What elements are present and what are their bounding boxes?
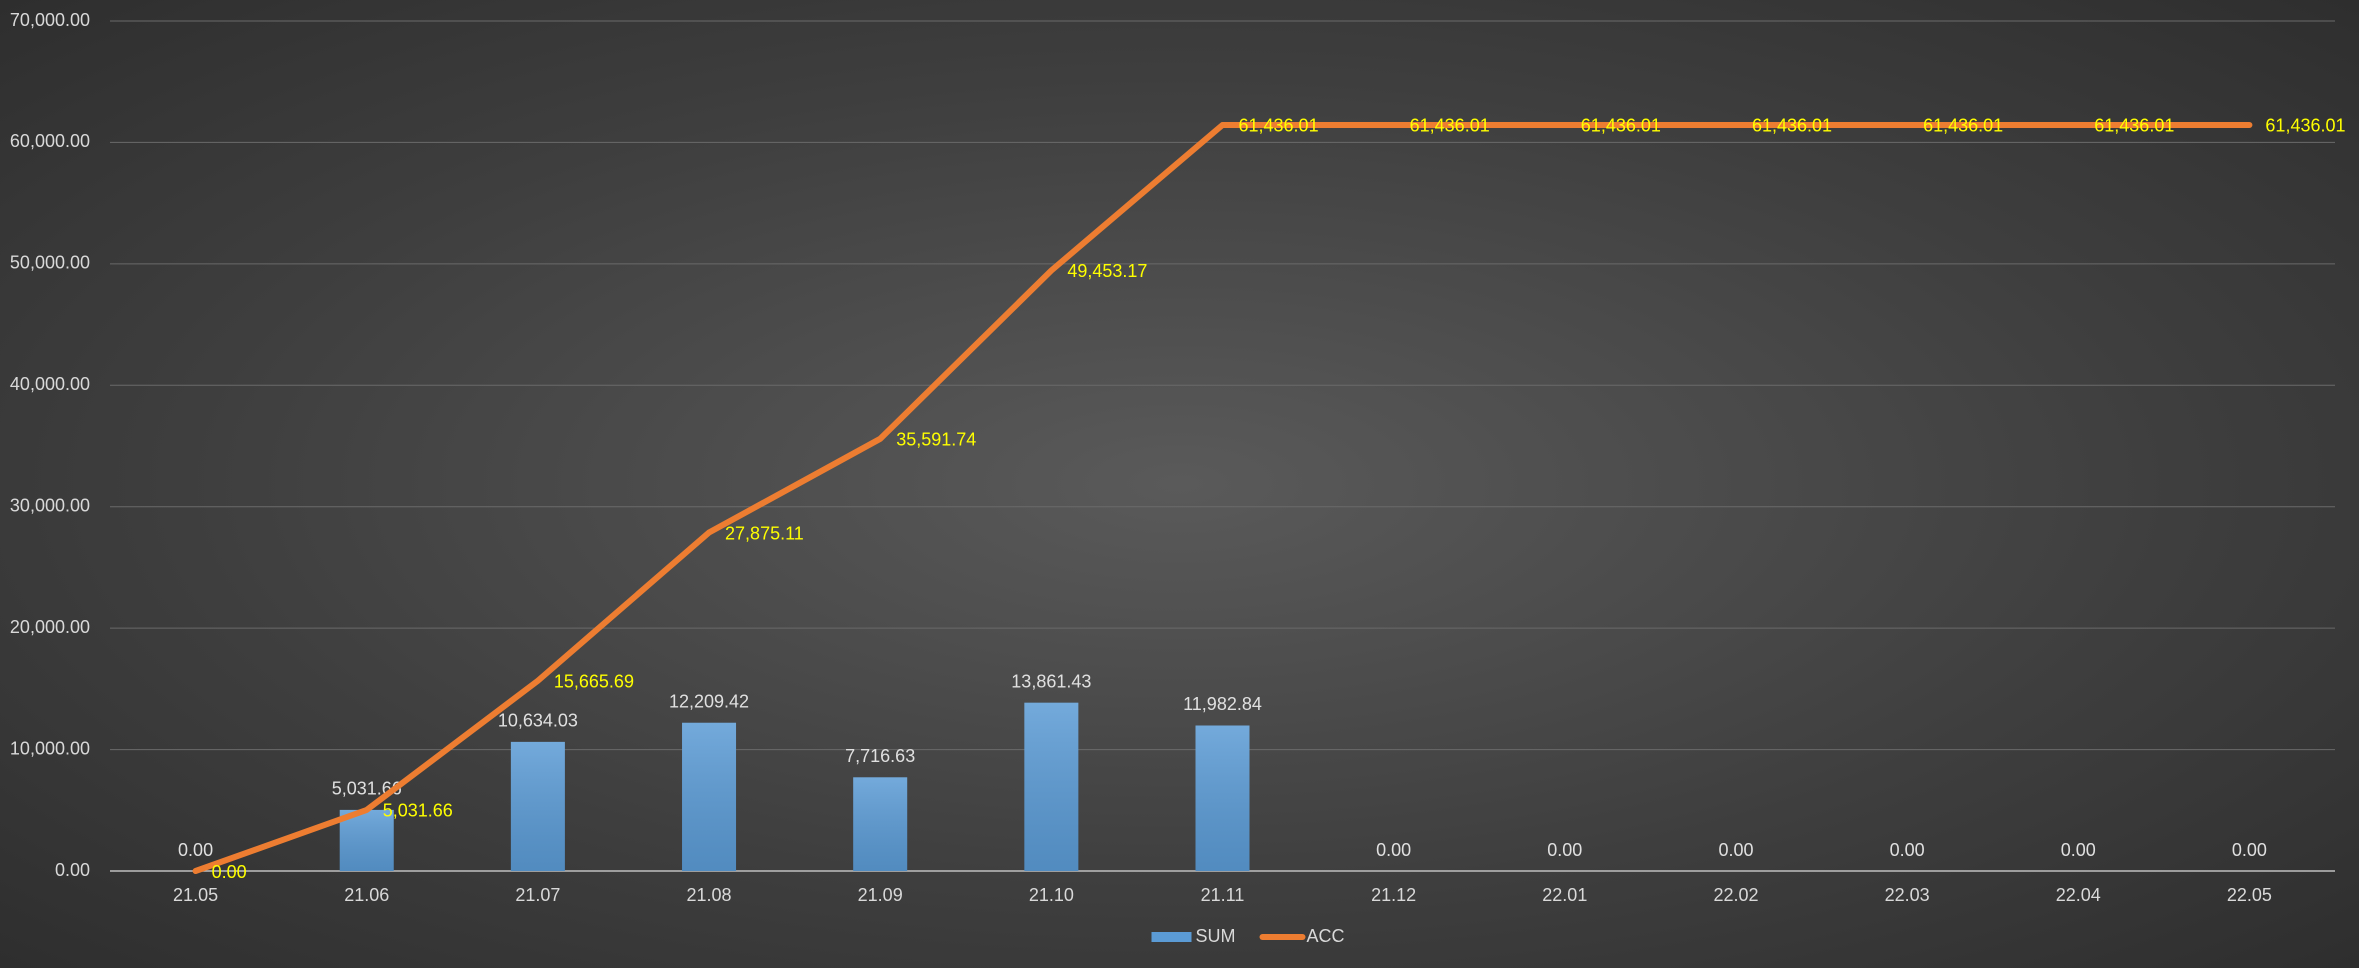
x-tick-label: 21.08: [687, 885, 732, 905]
bar-shade: [510, 741, 565, 871]
x-tick-label: 22.02: [1713, 885, 1758, 905]
bar-shade: [682, 722, 737, 871]
x-tick-label: 22.01: [1542, 885, 1587, 905]
x-tick-label: 21.07: [515, 885, 560, 905]
bar-value-label: 0.00: [2232, 840, 2267, 860]
x-tick-label: 22.03: [1885, 885, 1930, 905]
bar-value-label: 10,634.03: [498, 711, 578, 731]
line-value-label: 61,436.01: [1410, 116, 1490, 136]
line-value-label: 61,436.01: [1581, 116, 1661, 136]
bar-value-label: 0.00: [2061, 840, 2096, 860]
y-tick-label: 70,000.00: [10, 10, 90, 30]
bar-shade: [339, 809, 394, 871]
bar-value-label: 11,982.84: [1183, 694, 1262, 714]
bar-shade: [853, 777, 908, 871]
bar-value-label: 13,861.43: [1011, 671, 1091, 691]
legend-label: SUM: [1196, 926, 1236, 946]
legend-swatch: [1151, 932, 1192, 942]
bar-value-label: 0.00: [1718, 840, 1753, 860]
x-tick-label: 21.12: [1371, 885, 1416, 905]
legend: SUM ACC: [1151, 926, 1345, 946]
line-value-label: 49,453.17: [1067, 261, 1147, 281]
line-value-label: 61,436.01: [1923, 116, 2003, 136]
line-value-label: 27,875.11: [725, 523, 804, 543]
x-tick-label: 22.05: [2227, 885, 2272, 905]
line-value-label: 5,031.66: [383, 801, 453, 821]
x-tick-label: 21.05: [173, 885, 218, 905]
bar-value-label: 0.00: [178, 840, 213, 860]
line-value-label: 61,436.01: [2265, 116, 2345, 136]
bar-value-label: 0.00: [1890, 840, 1925, 860]
line-value-label: 0.00: [212, 862, 247, 882]
x-tick-label: 21.10: [1029, 885, 1074, 905]
y-tick-label: 10,000.00: [10, 738, 90, 758]
y-tick-label: 20,000.00: [10, 617, 90, 637]
x-tick-label: 21.11: [1201, 885, 1245, 905]
y-tick-label: 30,000.00: [10, 495, 90, 515]
line-value-label: 61,436.01: [1239, 116, 1319, 136]
y-tick-label: 0.00: [55, 860, 90, 880]
x-tick-label: 21.06: [344, 885, 389, 905]
line-value-label: 61,436.01: [2094, 116, 2174, 136]
y-tick-label: 60,000.00: [10, 131, 90, 151]
legend-label: ACC: [1307, 926, 1345, 946]
bar-value-label: 0.00: [1547, 840, 1582, 860]
line-value-label: 61,436.01: [1752, 116, 1832, 136]
line: [192, 121, 2253, 874]
bar-shade: [1024, 702, 1079, 871]
line-value-label: 15,665.69: [554, 672, 634, 692]
x-tick-label: 22.04: [2056, 885, 2101, 905]
bar-value-label: 7,716.63: [845, 746, 915, 766]
bar-value-label: 0.00: [1376, 840, 1411, 860]
x-tick-label: 21.09: [858, 885, 903, 905]
y-tick-label: 40,000.00: [10, 374, 90, 394]
bar-value-label: 12,209.42: [669, 691, 749, 711]
y-tick-label: 50,000.00: [10, 253, 90, 273]
bar-shade: [1195, 725, 1250, 871]
line-value-label: 35,591.74: [896, 430, 976, 450]
